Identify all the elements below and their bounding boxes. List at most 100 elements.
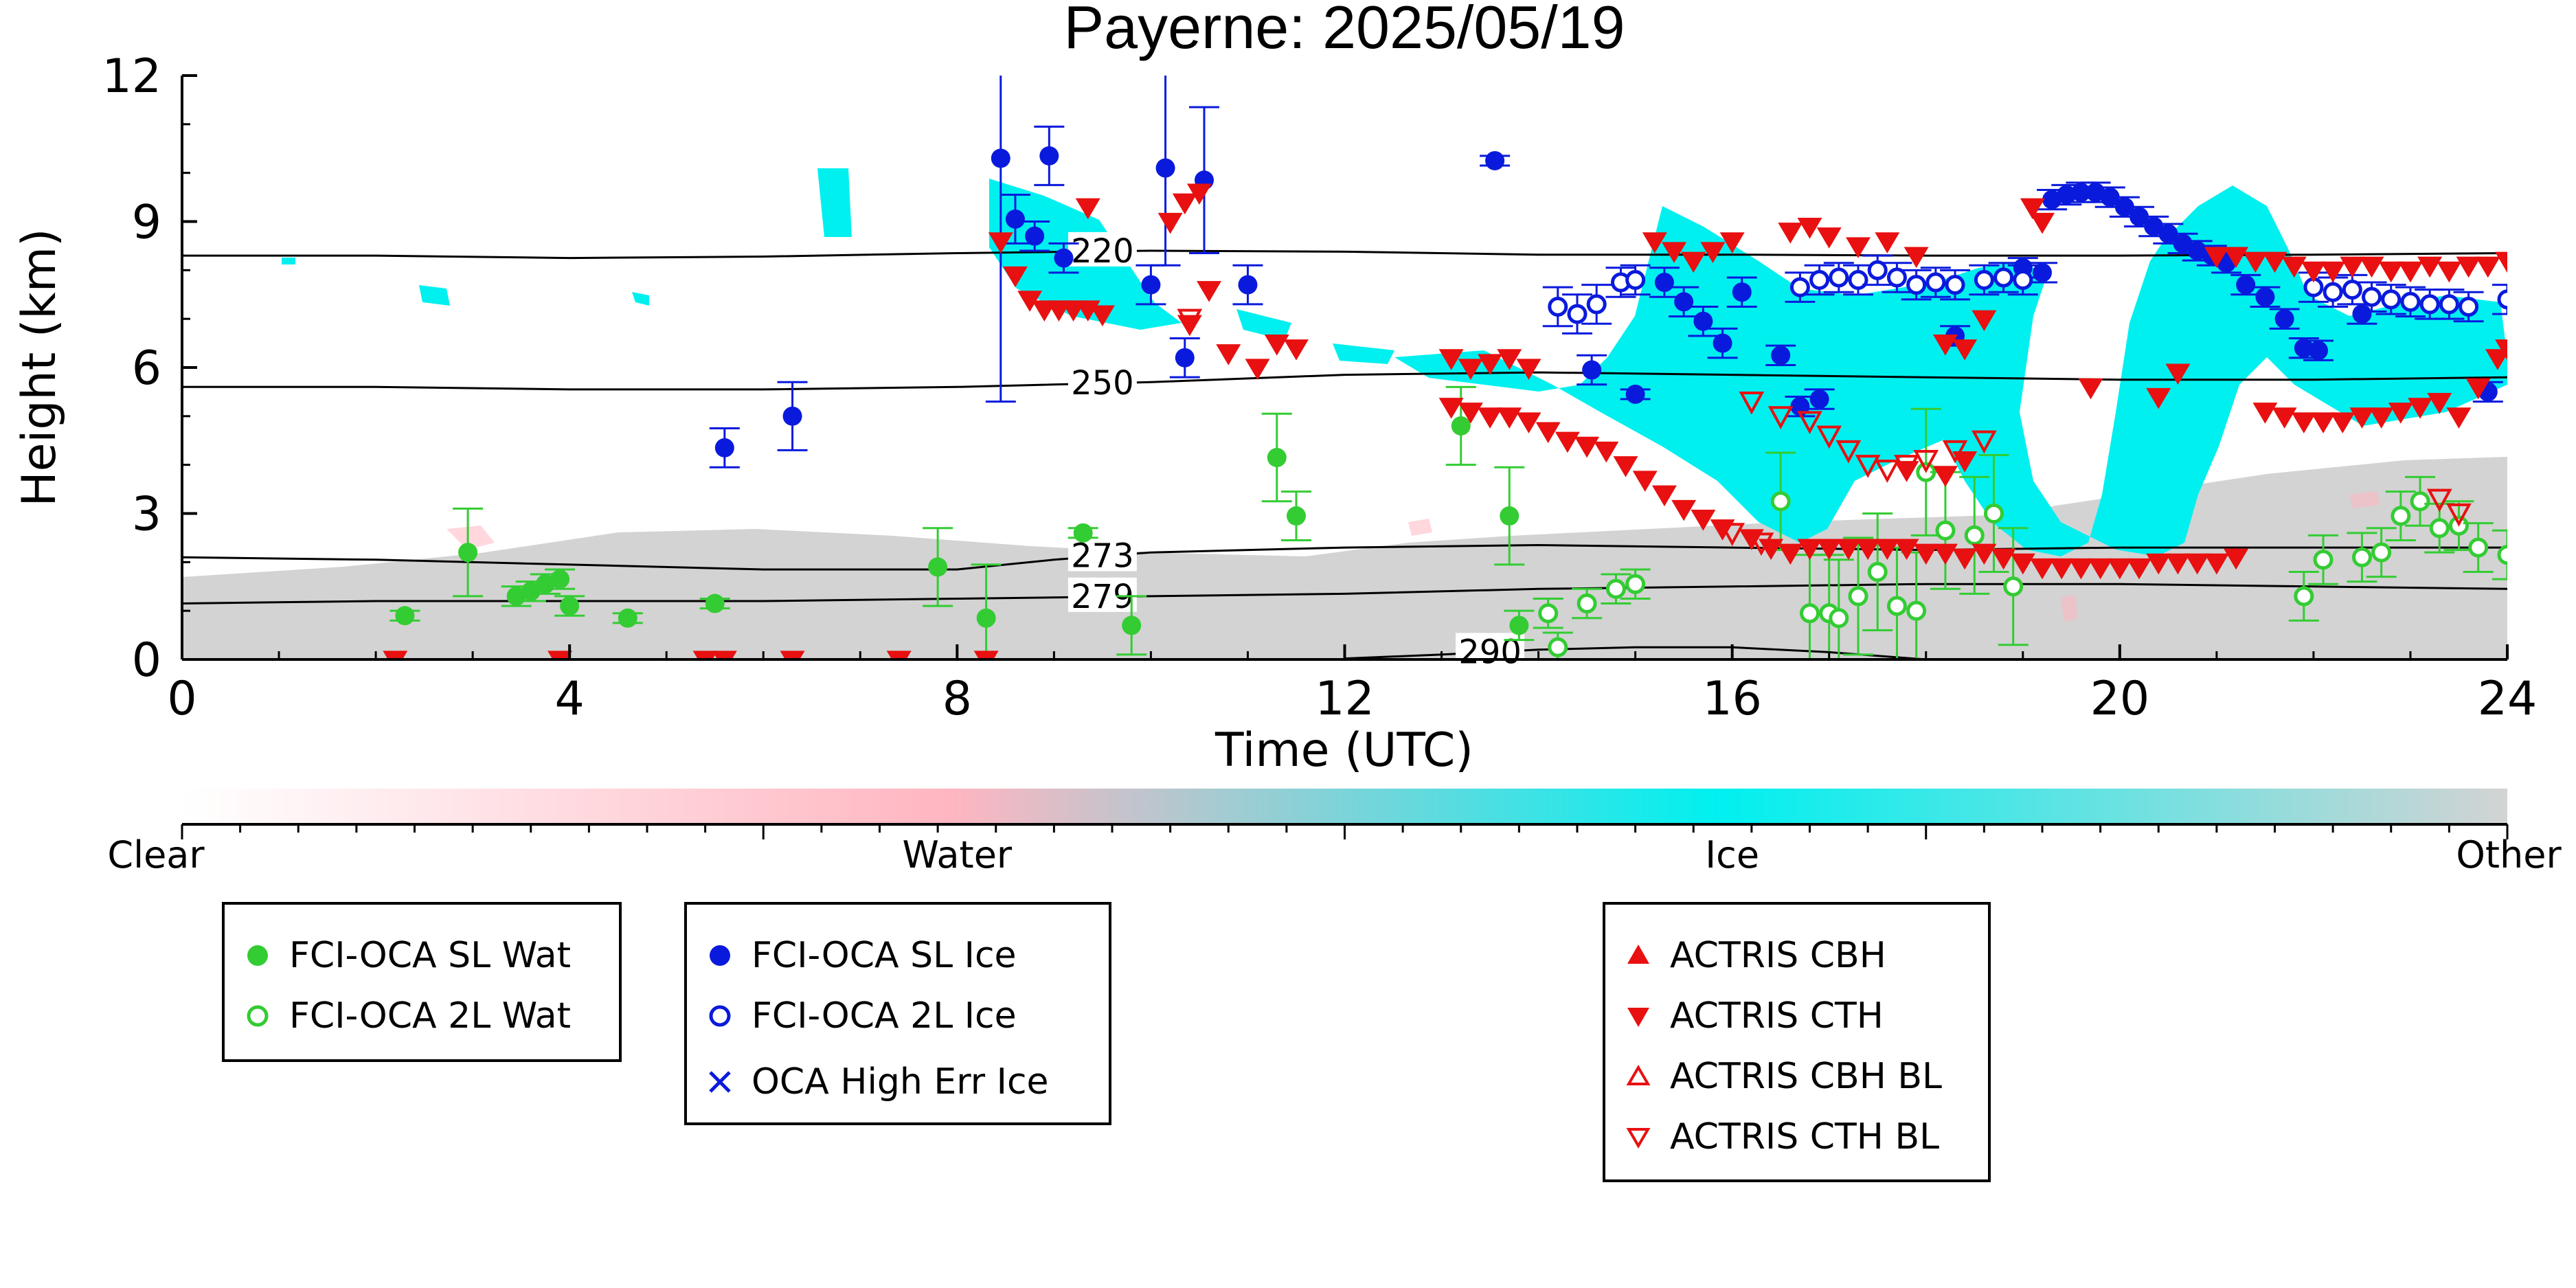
legend-label: ACTRIS CBH — [1670, 935, 1886, 976]
data-point — [886, 651, 912, 659]
filled-circle-icon — [710, 945, 730, 966]
data-point — [1816, 425, 1842, 449]
data-point — [1594, 441, 1619, 463]
data-point — [2033, 262, 2052, 282]
data-point — [2243, 251, 2268, 273]
contour-273 — [182, 543, 2507, 571]
data-point — [1713, 333, 1732, 353]
data-point — [1835, 539, 1861, 561]
data-point — [2255, 287, 2275, 307]
data-point — [2475, 256, 2500, 278]
data-point — [1809, 389, 1829, 409]
x-tick-label: 20 — [2090, 672, 2150, 726]
data-point — [2281, 256, 2307, 278]
data-point — [1625, 574, 1646, 594]
data-point — [1283, 339, 1309, 361]
data-point — [1719, 523, 1745, 547]
open-circle-icon — [247, 1005, 269, 1027]
data-point — [2342, 280, 2362, 300]
data-point — [1548, 296, 1568, 317]
data-point — [1945, 275, 1965, 295]
contour-label: 290 — [1458, 633, 1522, 671]
data-point — [1991, 548, 2016, 570]
contour-label: 273 — [1071, 536, 1134, 575]
y-tick-label: 9 — [132, 196, 161, 250]
data-point — [1089, 305, 1115, 327]
data-point — [1809, 270, 1830, 290]
data-point — [1497, 349, 1522, 370]
data-point — [521, 581, 541, 601]
data-point — [1216, 344, 1241, 365]
data-point — [1848, 270, 1868, 290]
data-point — [2465, 378, 2491, 400]
data-point — [1993, 267, 2014, 288]
data-point — [1789, 277, 1810, 297]
data-point — [2068, 558, 2094, 580]
data-point — [1925, 272, 1946, 293]
data-point — [2078, 378, 2103, 400]
data-point — [1681, 251, 1706, 273]
data-point — [2397, 261, 2423, 283]
data-point — [1157, 212, 1183, 234]
x-tick-label: 8 — [942, 672, 972, 726]
data-point — [712, 651, 737, 659]
data-point — [1942, 440, 1968, 464]
y-ticks: 0 3 6 9 12 — [102, 49, 197, 688]
data-point — [1535, 422, 1561, 444]
data-point — [976, 608, 996, 628]
data-point — [1516, 412, 1541, 433]
data-point — [2294, 586, 2314, 607]
data-point — [2301, 261, 2326, 283]
data-point — [1605, 578, 1626, 599]
data-point — [1797, 539, 1822, 561]
legend-item-2l-wat: FCI-OCA 2L Wat — [241, 995, 571, 1037]
data-point — [1952, 548, 1978, 570]
data-point — [2427, 392, 2452, 414]
data-point — [2456, 256, 2481, 278]
x-tick-label: 16 — [1702, 672, 1762, 726]
data-point — [2459, 296, 2479, 317]
data-point — [1555, 431, 1580, 453]
data-point — [2391, 506, 2411, 526]
data-point — [1478, 354, 1503, 375]
data-point — [1971, 543, 1997, 565]
x-tick-label: 0 — [167, 672, 196, 726]
data-point — [2362, 286, 2382, 307]
data-point — [780, 651, 805, 659]
contour-label-bg — [1067, 231, 1137, 267]
data-point — [2323, 282, 2343, 302]
data-point — [1025, 226, 1045, 246]
data-point — [2030, 212, 2055, 234]
data-point — [2495, 339, 2507, 361]
legend-item-cbh: ACTRIS CBH — [1622, 935, 1886, 976]
data-point — [2274, 309, 2294, 329]
data-point — [1913, 543, 1939, 565]
data-point — [395, 606, 415, 626]
legend-item-sl-ice: FCI-OCA SL Ice — [703, 935, 1017, 976]
data-point — [1002, 266, 1028, 288]
data-point — [1497, 407, 1522, 429]
data-point — [2320, 261, 2346, 283]
data-point — [1846, 237, 1871, 258]
data-point — [1516, 359, 1541, 380]
data-point — [2439, 294, 2459, 315]
data-point — [1005, 209, 1025, 229]
colorbar-labels: Clear Water Ice Other — [107, 833, 2562, 877]
data-point — [1500, 506, 1519, 526]
legend-actris: ACTRIS CBH ACTRIS CTH ACTRIS CBH BL ACTR… — [1603, 902, 1991, 1182]
data-point — [1739, 391, 1765, 415]
data-point — [1509, 615, 1529, 635]
data-point — [1177, 308, 1203, 332]
data-point — [2010, 553, 2035, 575]
data-point — [2497, 545, 2507, 565]
data-point — [560, 596, 580, 616]
data-point — [1719, 232, 1745, 253]
data-point — [2311, 412, 2336, 433]
data-point — [1451, 416, 1471, 436]
data-point — [2294, 338, 2314, 358]
data-point — [1538, 603, 1559, 624]
data-point — [1971, 310, 1997, 332]
data-point — [2378, 261, 2404, 283]
data-point — [1800, 603, 1820, 624]
data-point — [2224, 247, 2249, 269]
